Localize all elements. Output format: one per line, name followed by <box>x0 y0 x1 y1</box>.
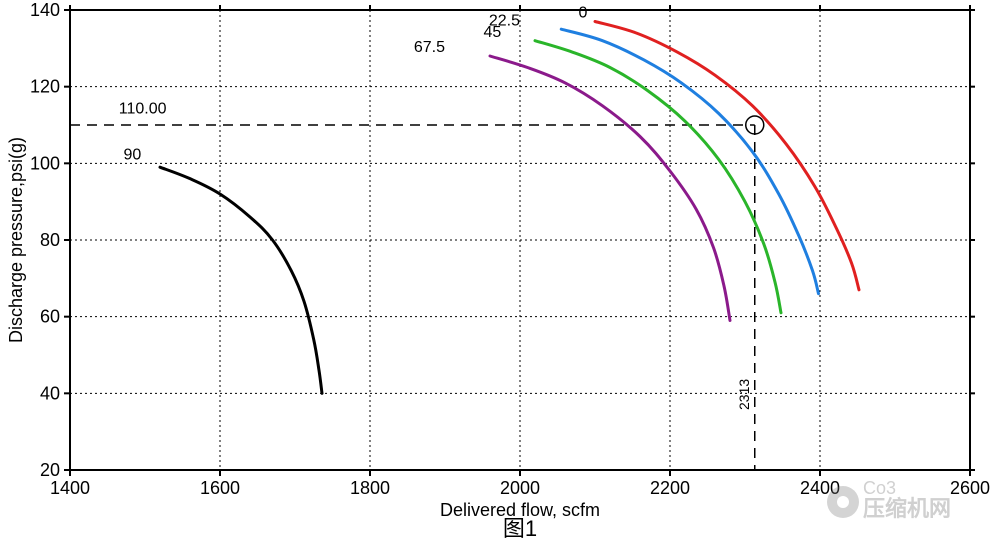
curve-label-90: 90 <box>123 147 141 164</box>
chart-background <box>0 0 1003 544</box>
y-tick-label: 100 <box>30 153 60 173</box>
watermark-badge-inner <box>837 496 849 508</box>
figure-caption: 图1 <box>503 516 537 541</box>
y-tick-label: 140 <box>30 0 60 20</box>
page: 1400160018002000220024002600Delivered fl… <box>0 0 1003 544</box>
y-tick-label: 20 <box>40 460 60 480</box>
x-tick-label: 2600 <box>950 478 990 498</box>
x-tick-label: 2000 <box>500 478 540 498</box>
y-axis-label: Discharge pressure,psi(g) <box>6 137 26 343</box>
curve-label-22.5: 22.5 <box>489 12 520 29</box>
guide-y-label: 110.00 <box>119 101 167 118</box>
y-tick-label: 60 <box>40 307 60 327</box>
watermark-small-text: Co3 <box>863 478 896 498</box>
guide-x-label: 2313 <box>736 379 752 410</box>
curve-label-0: 0 <box>579 5 588 22</box>
curve-label-67.5: 67.5 <box>414 39 445 56</box>
y-tick-label: 120 <box>30 77 60 97</box>
y-tick-label: 40 <box>40 383 60 403</box>
y-tick-label: 80 <box>40 230 60 250</box>
compressor-performance-chart: 1400160018002000220024002600Delivered fl… <box>0 0 1003 544</box>
x-tick-label: 2200 <box>650 478 690 498</box>
x-tick-label: 1600 <box>200 478 240 498</box>
watermark-big-text: 压缩机网 <box>863 496 951 521</box>
x-tick-label: 1800 <box>350 478 390 498</box>
x-tick-label: 1400 <box>50 478 90 498</box>
